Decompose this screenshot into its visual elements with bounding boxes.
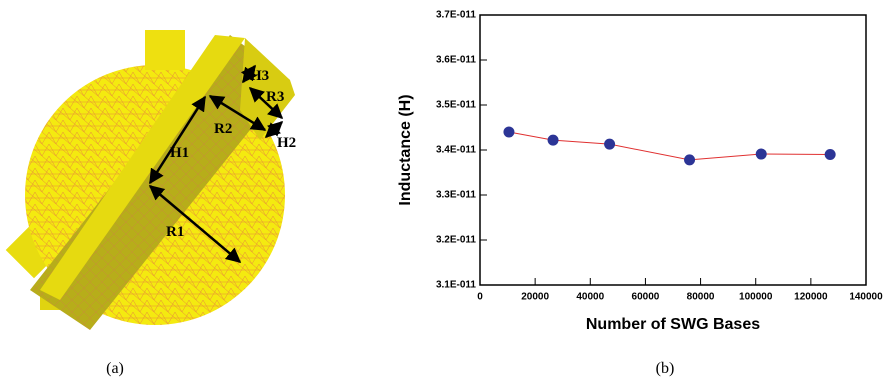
figure: H3 R3 R2 H2 H1 R1 (a) (b) 3.1E-011 3.2E-0… xyxy=(0,0,894,383)
caption: (a) xyxy=(106,360,124,377)
series-line xyxy=(509,132,830,160)
data-point xyxy=(825,149,836,160)
x-tick-label: 60000 xyxy=(632,292,660,303)
x-tick-label: 40000 xyxy=(576,292,604,303)
y-tick-label: 3.7E-011 xyxy=(436,10,476,21)
x-tick-label: 20000 xyxy=(521,292,549,303)
y-axis-title: Inductance (H) xyxy=(397,94,414,205)
data-point xyxy=(756,149,767,160)
data-point xyxy=(503,127,514,138)
data-point xyxy=(684,154,695,165)
y-tick-label: 3.5E-011 xyxy=(436,100,476,111)
x-axis-title: Number of SWG Bases xyxy=(586,316,760,333)
dimension-label: H1 xyxy=(170,145,189,161)
x-tick-label: 120000 xyxy=(794,292,828,303)
y-tick-label: 3.1E-011 xyxy=(436,280,476,291)
dimension-label: H3 xyxy=(250,68,269,84)
chart: 3.1E-011 3.2E-011 3.3E-011 3.4E-011 3.5E-011… xyxy=(397,10,883,333)
dimension-label: R3 xyxy=(266,89,284,105)
y-tick-label: 3.6E-011 xyxy=(436,55,476,66)
dimension-label: R2 xyxy=(214,121,232,137)
dimension-label: R1 xyxy=(166,224,184,240)
x-tick-label: 100000 xyxy=(739,292,773,303)
dimension-label: H2 xyxy=(277,135,296,151)
y-tick-label: 3.3E-011 xyxy=(436,190,476,201)
plot-frame xyxy=(480,15,866,285)
caption: (b) xyxy=(656,360,675,377)
x-tick-label: 140000 xyxy=(849,292,883,303)
x-tick-label: 80000 xyxy=(687,292,715,303)
x-tick-label: 0 xyxy=(477,292,483,303)
data-point xyxy=(604,139,615,150)
y-tick-label: 3.2E-011 xyxy=(436,235,476,246)
y-tick-label: 3.4E-011 xyxy=(436,145,476,156)
data-point xyxy=(548,135,559,146)
